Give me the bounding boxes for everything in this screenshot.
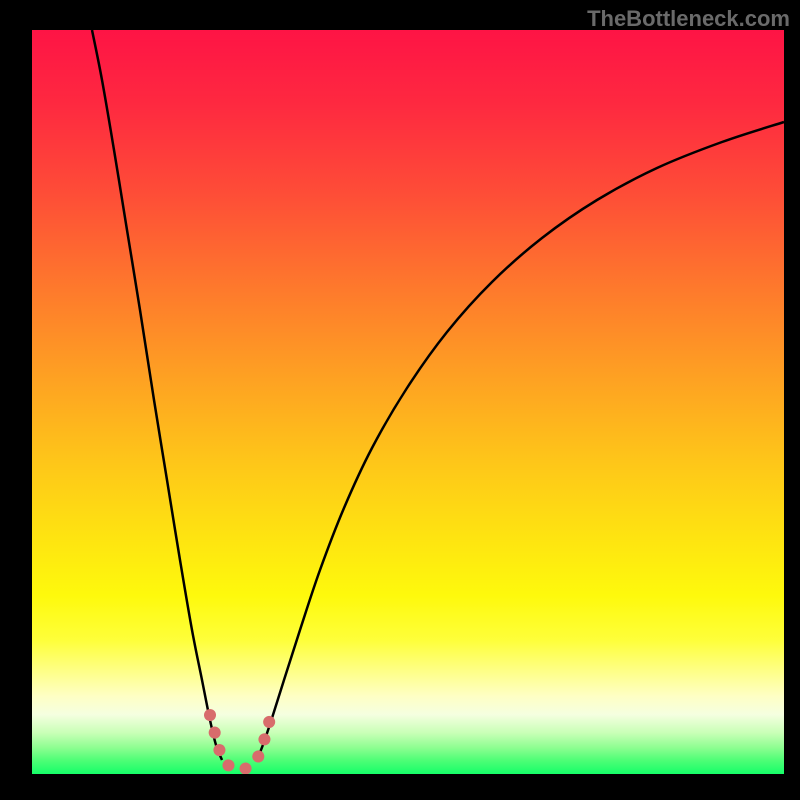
chart-area <box>32 30 784 774</box>
watermark-text: TheBottleneck.com <box>587 6 790 32</box>
chart-container: TheBottleneck.com <box>0 0 800 800</box>
chart-svg <box>32 30 784 774</box>
gradient-background <box>32 30 784 774</box>
